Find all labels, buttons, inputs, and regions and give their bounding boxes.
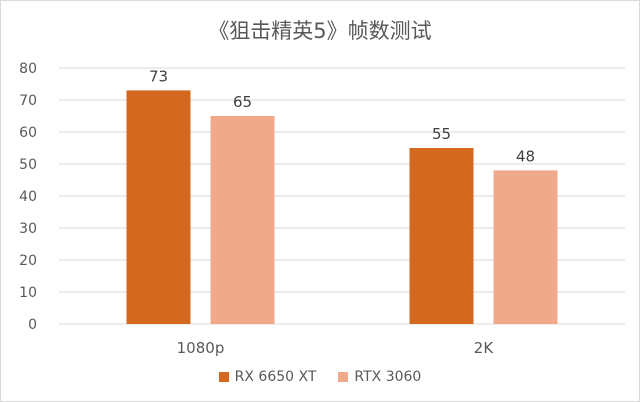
y-tick-label: 80 [19,61,37,77]
y-tick-label: 70 [19,93,37,109]
y-tick-label: 40 [19,189,37,205]
y-tick-label: 0 [28,317,37,333]
x-category-label: 2K [474,339,495,357]
data-label: 73 [149,67,168,85]
y-tick-label: 20 [19,253,37,269]
bar-2-1 [210,116,275,324]
chart-title: 《狙击精英5》帧数测试 [208,19,432,43]
y-tick-label: 30 [19,221,37,237]
chart-legend: RX 6650 XT RTX 3060 [1,369,639,385]
data-label: 65 [233,93,252,111]
y-tick-label: 60 [19,125,37,141]
legend-item-series-2: RTX 3060 [338,369,421,385]
x-category-label: 1080p [177,339,225,357]
bar-1-2 [409,148,474,324]
legend-swatch-series-2 [338,372,349,382]
data-label: 48 [516,147,535,165]
data-label: 55 [432,125,451,143]
legend-swatch-series-1 [218,372,229,382]
bar-1-1 [126,90,191,325]
legend-label-series-2: RTX 3060 [354,369,422,385]
y-tick-label: 10 [19,285,37,301]
y-tick-label: 50 [19,157,37,173]
legend-item-series-1: RX 6650 XT [218,369,317,385]
legend-label-series-1: RX 6650 XT [234,369,317,385]
bar-2-2 [493,170,558,324]
